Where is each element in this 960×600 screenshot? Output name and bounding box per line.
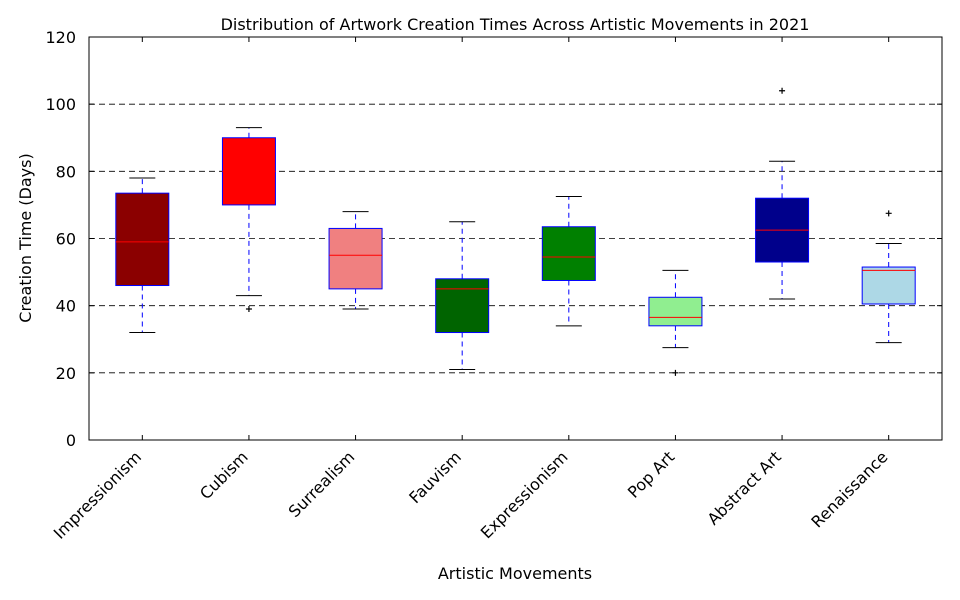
y-tick-label: 20	[56, 364, 76, 383]
y-tick-label: 80	[56, 162, 76, 181]
outlier-point	[885, 210, 892, 217]
chart-title: Distribution of Artwork Creation Times A…	[221, 15, 810, 34]
y-tick-label: 40	[56, 297, 76, 316]
box-group	[435, 221, 490, 370]
box-group	[328, 211, 383, 310]
y-tick-label: 0	[66, 431, 76, 450]
box-group	[861, 210, 916, 344]
box-group	[541, 196, 596, 327]
boxes	[115, 87, 916, 376]
y-tick-label: 100	[45, 95, 76, 114]
outlier-point	[672, 369, 679, 376]
box-iqr	[115, 192, 170, 287]
box-iqr	[541, 226, 596, 281]
y-tick-label: 60	[56, 230, 76, 249]
box-iqr	[861, 266, 916, 305]
x-axis-label: Artistic Movements	[438, 564, 592, 583]
box-group	[115, 177, 170, 334]
y-axis-label: Creation Time (Days)	[16, 153, 35, 322]
box-group	[648, 269, 703, 376]
box-iqr	[435, 278, 490, 334]
box-group	[221, 127, 276, 313]
box-group	[755, 87, 810, 300]
outlier-point	[245, 306, 252, 313]
outlier-point	[779, 87, 786, 94]
box-iqr	[328, 227, 383, 290]
box-iqr	[648, 296, 703, 327]
y-tick-label: 120	[45, 28, 76, 47]
